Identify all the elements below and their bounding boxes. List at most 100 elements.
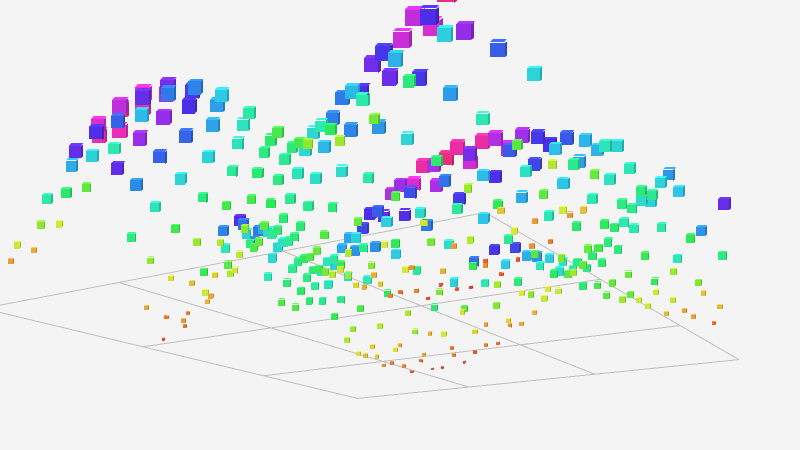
voxel-cube [497,206,505,215]
voxel-cube [588,251,598,261]
voxel-cube [112,97,129,115]
voxel-cube [255,237,264,246]
voxel-cube [529,243,536,249]
voxel-cube [503,142,518,157]
voxel-cube [440,366,444,369]
voxel-cube [718,250,728,260]
voxel-cube [156,108,173,125]
voxel-cube [518,321,524,327]
voxel-cube [441,331,447,337]
voxel-cube [265,133,277,146]
voxel-cube [310,171,323,185]
voxel-cube [380,240,389,248]
voxel-cube [381,216,393,228]
voxel-cube [604,173,616,186]
voxel-cube [580,206,588,214]
voxel-cube [242,105,256,120]
voxel-cube [513,277,523,286]
voxel-cube [236,117,251,131]
voxel-cube [231,136,245,150]
voxel-cube [573,257,583,267]
voxel-cube [492,301,500,309]
voxel-cube [305,296,314,305]
voxel-cube [266,198,277,209]
voxel-cube [337,266,344,273]
voxel-cube [549,269,559,278]
voxel-cube [462,146,478,162]
voxel-cube [185,311,191,316]
voxel-cube [663,310,669,317]
voxel-cube [414,207,426,219]
voxel-cube [599,218,610,229]
voxel-cube [493,280,501,288]
voxel-cube [435,288,443,296]
voxel-cube [283,235,294,246]
voxel-cube [387,293,393,299]
voxel-cube [130,177,143,191]
voxel-cube [241,228,252,240]
voxel-cube [645,302,652,309]
voxel-cube [431,154,443,167]
voxel-cube [13,241,22,249]
voxel-cube [226,164,239,177]
voxel-cube [297,286,306,295]
voxel-cube [221,200,232,211]
voxel-cube [482,262,489,268]
voxel-cube [594,243,603,253]
voxel-cube [285,192,296,204]
voxel-cube [569,268,577,277]
voxel-cube [364,207,377,220]
voxel-cube [427,237,436,247]
voxel-cube [466,235,475,244]
voxel-cube [206,117,221,132]
voxel-cube [583,263,592,273]
voxel-cube [260,221,270,231]
voxel-cube [272,173,284,185]
voxel-cube [478,212,490,224]
voxel-cube [646,189,658,201]
voxel-cube [108,141,121,155]
voxel-cube [223,260,232,269]
voxel-cube [150,201,162,213]
voxel-cube [201,149,215,163]
voxel-cube [383,289,392,297]
voxel-cube [193,237,202,247]
voxel-cube [427,330,433,336]
voxel-cube [220,243,231,253]
voxel-cube [522,250,533,261]
voxel-cube [568,157,581,170]
voxel-cube [390,191,401,202]
voxel-cube [392,28,412,48]
voxel-cube [557,253,566,262]
voxel-cube [670,296,677,304]
voxel-cube [216,238,225,247]
voxel-cube [362,353,368,358]
voxel-cube [296,220,306,231]
voxel-cube [531,310,537,316]
voxel-cube [429,178,444,193]
voxel-cube [619,295,626,303]
voxel-cube [459,309,466,315]
voxel-cube [317,139,332,154]
voxel-cube [455,20,475,41]
voxel-cube [460,304,468,312]
voxel-cube [645,195,657,208]
voxel-cube [227,269,235,277]
voxel-cube [500,259,511,270]
voxel-cube [356,305,364,313]
voxel-cube [324,279,334,289]
voxel-cube [391,238,401,248]
voxel-cube [362,171,375,184]
voxel-cube [593,281,602,290]
voxel-cube [343,232,355,244]
voxel-cube [504,234,514,244]
voxel-cube [329,270,337,278]
voxel-cube [483,322,489,327]
voxel-cube [499,271,504,277]
voxel-cube [505,317,512,324]
voxel-cube [164,314,169,320]
voxel-cube [187,78,204,95]
voxel-cube [153,149,168,164]
voxel-cube [402,265,410,273]
